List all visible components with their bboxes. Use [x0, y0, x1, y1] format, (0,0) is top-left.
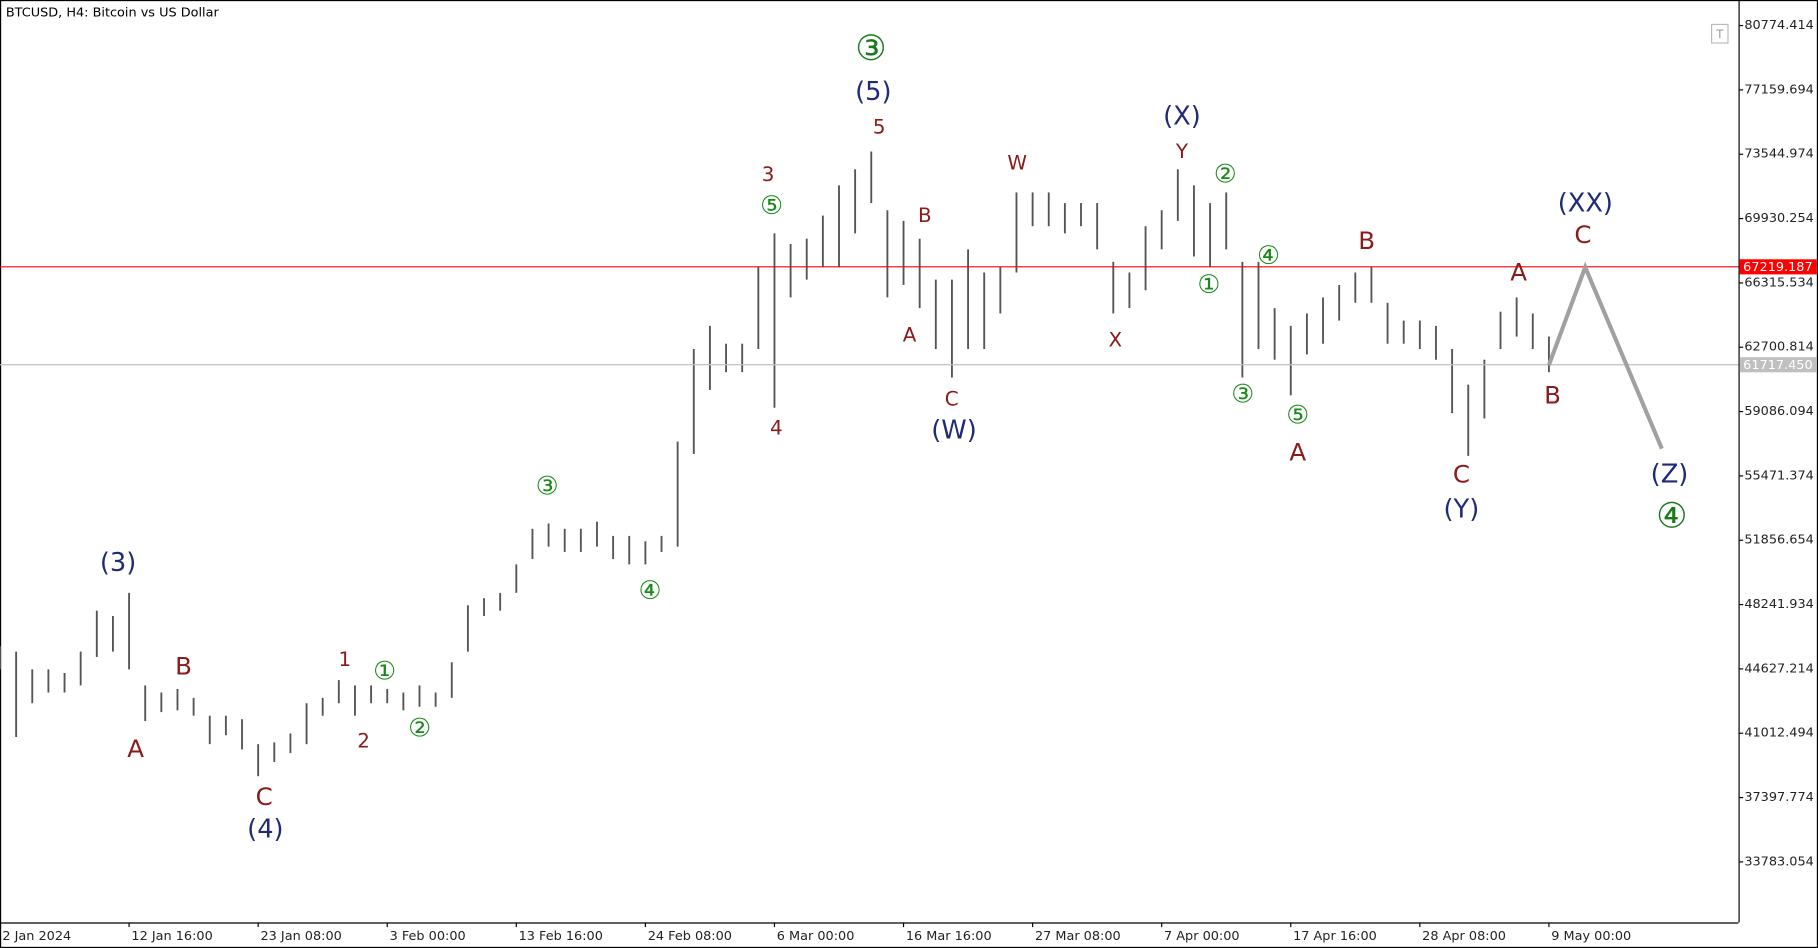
wave-label: 2 [357, 730, 370, 753]
chart-title: BTCUSD, H4: Bitcoin vs US Dollar [6, 5, 220, 20]
wave-label: (X) [1163, 102, 1201, 132]
x-tick-label: 13 Feb 16:00 [519, 929, 603, 944]
wave-label: ① [373, 656, 396, 686]
x-tick-label: 6 Mar 00:00 [777, 929, 855, 944]
y-tick-label: 73544.974 [1744, 147, 1813, 162]
wave-label: ① [1197, 270, 1220, 300]
wave-label: B [918, 204, 932, 227]
wave-label: B [175, 652, 192, 681]
y-tick-label: 44627.214 [1744, 661, 1813, 676]
wave-label: C [1574, 220, 1591, 249]
wave-label: ④ [1656, 497, 1687, 537]
x-tick-label: 9 May 00:00 [1551, 929, 1631, 944]
wave-label: W [1007, 152, 1027, 175]
wave-label: A [127, 734, 144, 763]
forecast-line [1546, 261, 1664, 450]
y-tick-label: 55471.374 [1744, 468, 1813, 483]
wave-label: ② [1214, 160, 1237, 190]
wave-label: (XX) [1558, 189, 1613, 219]
wave-label: (4) [247, 815, 283, 845]
wave-label: ③ [1231, 380, 1254, 410]
price-tag-label: 67219.187 [1743, 260, 1812, 275]
wave-label: (5) [855, 77, 891, 107]
wave-label: A [903, 324, 917, 347]
wave-label: ③ [536, 471, 559, 501]
x-tick-label: 24 Feb 08:00 [648, 929, 732, 944]
price-tag [1739, 357, 1817, 373]
y-tick-label: 62700.814 [1744, 340, 1813, 355]
wave-label: B [1358, 226, 1375, 255]
x-tick-label: 12 Jan 16:00 [131, 929, 212, 944]
x-tick-label: 27 Mar 08:00 [1035, 929, 1121, 944]
price-tag [1739, 259, 1817, 275]
wave-label: 5 [873, 115, 886, 138]
wave-label: 3 [762, 163, 775, 186]
wave-label: ⑤ [1286, 400, 1309, 430]
wave-label: (Z) [1651, 460, 1689, 490]
wave-label: ④ [639, 576, 662, 606]
y-tick-label: 66315.534 [1744, 275, 1813, 290]
x-tick-label: 28 Apr 08:00 [1422, 929, 1506, 944]
x-tick-label: 7 Apr 00:00 [1164, 929, 1240, 944]
wave-label: ⑤ [760, 191, 783, 221]
wave-label: Y [1175, 140, 1189, 163]
x-tick-label: 23 Jan 08:00 [260, 929, 341, 944]
x-tick-label: 2 Jan 2024 [2, 929, 71, 944]
wave-label: A [1289, 438, 1306, 467]
y-tick-label: 51856.654 [1744, 533, 1813, 548]
wave-label: C [256, 782, 273, 811]
y-tick-label: 59086.094 [1744, 404, 1813, 419]
wave-label: ③ [855, 29, 886, 69]
trade-button[interactable] [1711, 23, 1729, 44]
wave-label: ④ [1257, 241, 1280, 271]
wave-label: B [1544, 381, 1561, 410]
y-tick-label: 48241.934 [1744, 597, 1813, 612]
wave-label: (Y) [1444, 495, 1480, 525]
wave-label: X [1109, 328, 1123, 351]
wave-label: 4 [770, 417, 783, 440]
x-tick-label: 17 Apr 16:00 [1293, 929, 1377, 944]
x-tick-label: 16 Mar 16:00 [906, 929, 992, 944]
y-tick-label: 41012.494 [1744, 726, 1813, 741]
y-tick-label: 77159.694 [1744, 82, 1813, 97]
y-tick-label: 37397.774 [1744, 790, 1813, 805]
wave-label: C [945, 388, 959, 411]
trade-button-icon[interactable]: T [1715, 27, 1724, 41]
wave-label: 1 [339, 648, 352, 671]
x-tick-label: 3 Feb 00:00 [390, 929, 466, 944]
wave-label: C [1453, 460, 1470, 489]
wave-label: (3) [100, 548, 136, 578]
y-tick-label: 33783.054 [1744, 854, 1813, 869]
y-tick-label: 69930.254 [1744, 211, 1813, 226]
wave-label: (W) [931, 416, 976, 446]
y-tick-label: 80774.414 [1744, 18, 1813, 33]
wave-label: ② [408, 713, 431, 743]
price-tag-label: 61717.450 [1743, 358, 1812, 373]
wave-label: A [1510, 257, 1527, 286]
